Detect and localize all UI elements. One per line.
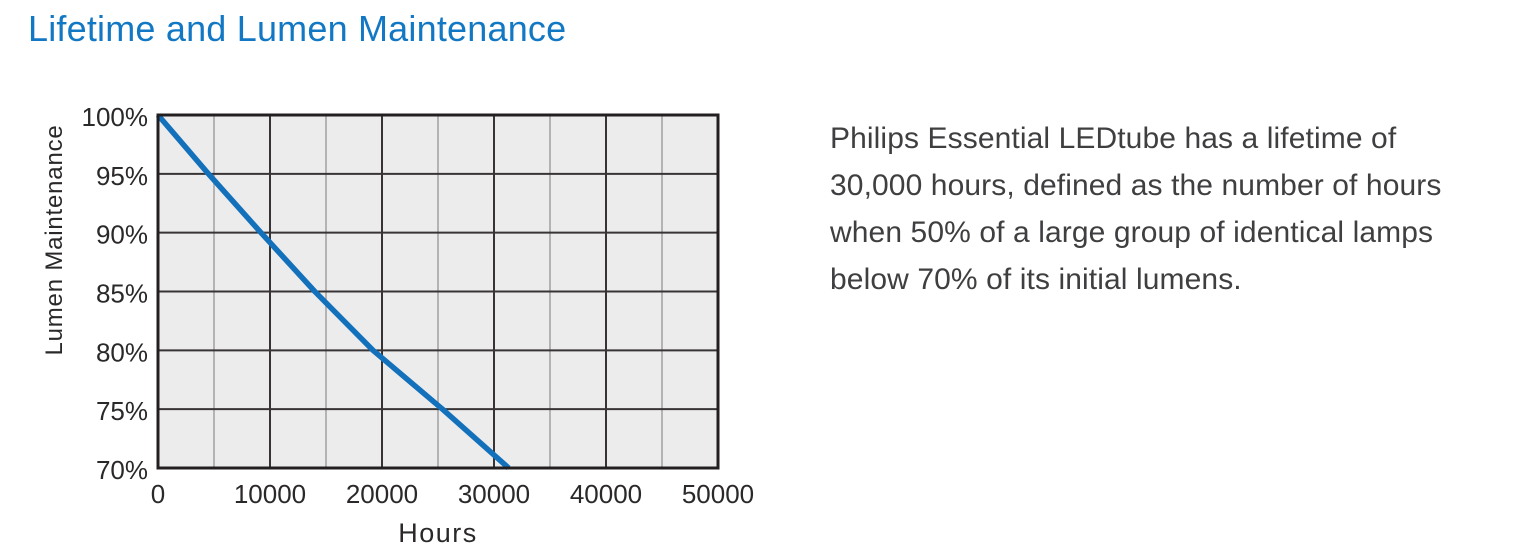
lumen-maintenance-chart: 100% 95% 90% 85% 80% 75% 70% 0 10000 20000 30000 40… (0, 90, 780, 551)
lumen-chart-svg: 100% 95% 90% 85% 80% 75% 70%0 10000 20000 30000 40… (41, 102, 754, 548)
x-tick-label: 40000 (570, 479, 642, 509)
x-tick-label: 10000 (234, 479, 306, 509)
y-tick-label: 80% (96, 337, 148, 367)
lumen-maintenance-line (155, 113, 511, 471)
x-axis-title: Hours (398, 518, 478, 548)
y-tick-label: 85% (96, 279, 148, 309)
y-tick-label: 90% (96, 220, 148, 250)
page-title: Lifetime and Lumen Maintenance (28, 8, 567, 49)
y-tick-label: 75% (96, 396, 148, 426)
y-tick-label: 70% (96, 455, 148, 485)
description-text: Philips Essential LEDtube has a lifetime… (830, 122, 1442, 296)
y-tick-label: 95% (96, 161, 148, 191)
y-axis-title: Lumen Maintenance (41, 124, 68, 355)
plot-border (156, 113, 720, 470)
x-tick-label: 20000 (346, 479, 418, 509)
x-tick-label: 50000 (682, 479, 754, 509)
x-tick-label: 30000 (458, 479, 530, 509)
y-tick-label: 100% (82, 102, 149, 132)
x-tick-label: 0 (151, 479, 165, 509)
